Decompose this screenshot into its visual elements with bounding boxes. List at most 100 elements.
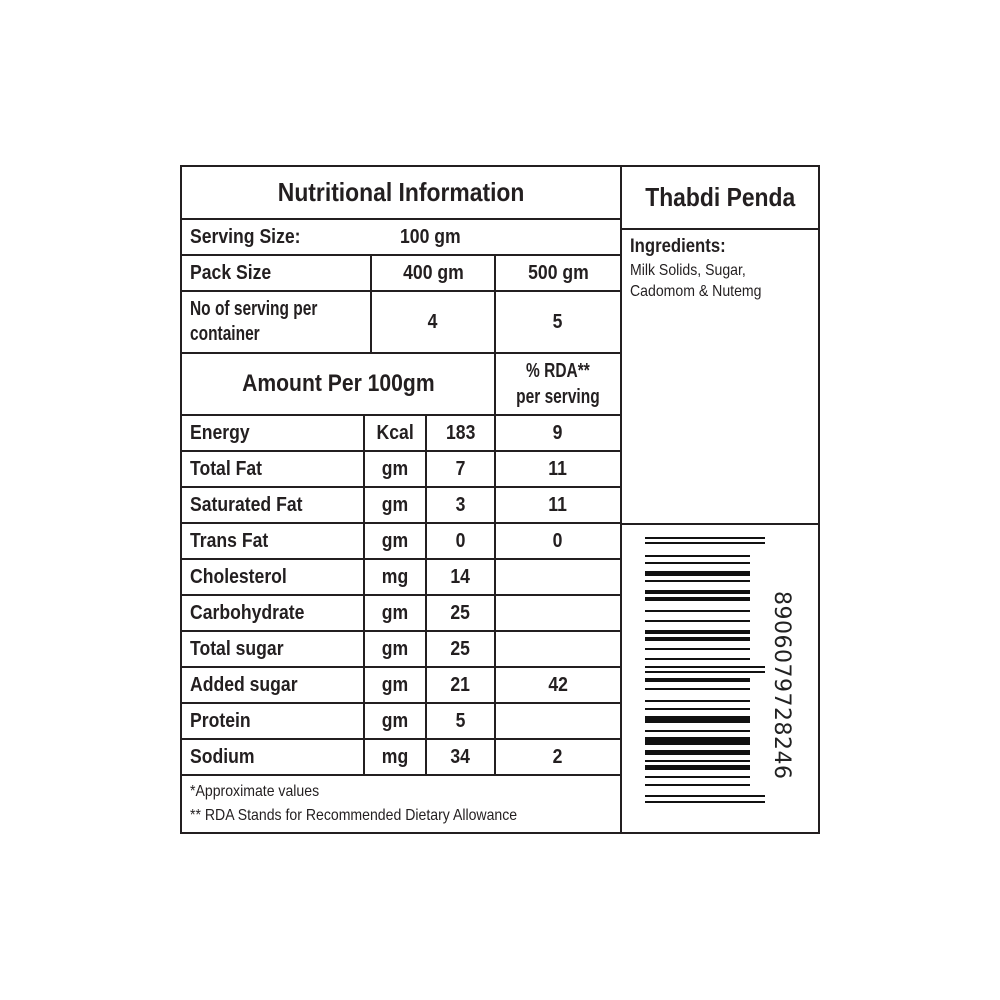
servings-line2: container (190, 323, 260, 345)
nutrient-unit-cell: gm (363, 486, 427, 524)
servings-value: 4 (428, 310, 438, 333)
pack-size-400: 400 gm (370, 254, 496, 292)
barcode-bar (645, 537, 765, 539)
nutrient-value-cell: 183 (425, 414, 496, 452)
barcode-bar (645, 700, 750, 702)
nutrient-rda-cell (494, 594, 622, 632)
nutrient-value-cell: 25 (425, 594, 496, 632)
barcode-bar (645, 716, 750, 723)
nutrient-rda-cell: 11 (494, 450, 622, 488)
footnote-approx: *Approximate values (190, 783, 320, 800)
ingredients-box: Ingredients: Milk Solids, Sugar, Cadomom… (620, 228, 820, 525)
nutrient-name: Added sugar (190, 673, 298, 696)
nutrient-unit: gm (381, 709, 409, 732)
rda-line2: per serving (516, 386, 600, 408)
barcode-bar (645, 688, 750, 690)
nutrient-value: 3 (455, 493, 466, 516)
nutrient-name: Trans Fat (190, 529, 269, 552)
nutrient-name-cell: Protein (180, 702, 365, 740)
pack-size-text: Pack Size (190, 261, 272, 284)
nutrient-name: Carbohydrate (190, 601, 305, 624)
nutrient-rda: 0 (553, 529, 563, 552)
barcode-bar (645, 784, 750, 786)
nutrient-unit-cell: gm (363, 666, 427, 704)
rda-header: % RDA** per serving (494, 352, 622, 416)
barcode-bar (645, 580, 750, 582)
nutrient-rda-cell (494, 702, 622, 740)
barcode-bar (645, 555, 750, 557)
nutrient-name: Total Fat (190, 457, 263, 480)
nutrient-name-cell: Total sugar (180, 630, 365, 668)
barcode-box (620, 523, 820, 834)
rda-header-text: % RDA** per serving (511, 358, 606, 410)
footnotes: *Approximate values ** RDA Stands for Re… (180, 774, 622, 834)
barcode-bar (645, 571, 750, 576)
serving-size-label: Serving Size: (190, 225, 301, 248)
nutrient-value-cell: 0 (425, 522, 496, 560)
nutrient-value: 21 (450, 673, 471, 696)
servings-text: No of serving per container (190, 297, 335, 347)
ingredients-line1: Milk Solids, Sugar, (630, 262, 746, 279)
nutrient-unit-cell: gm (363, 450, 427, 488)
nutrient-unit-cell: Kcal (363, 414, 427, 452)
servings-line1: No of serving per (190, 298, 318, 320)
nutrient-rda-cell (494, 630, 622, 668)
nutrient-unit: gm (381, 601, 409, 624)
nutrient-rda-cell: 2 (494, 738, 622, 776)
barcode-digits: 8906079728246 (769, 590, 794, 780)
barcode-bar (645, 708, 750, 710)
nutrient-unit-cell: mg (363, 558, 427, 596)
nutrient-value-cell: 25 (425, 630, 496, 668)
nutrient-rda-cell: 0 (494, 522, 622, 560)
barcode-bar (645, 737, 750, 745)
barcode-bar (645, 666, 765, 668)
nutrient-unit-cell: gm (363, 630, 427, 668)
barcode-bar (645, 620, 750, 622)
barcode-bar (645, 637, 750, 641)
nutrient-name: Saturated Fat (190, 493, 303, 516)
nutrient-name: Cholesterol (190, 565, 287, 588)
ingredients-line2: Cadomom & Nutemg (630, 283, 762, 300)
nutrient-value-cell: 5 (425, 702, 496, 740)
nutrient-rda-cell: 42 (494, 666, 622, 704)
nutrient-name: Total sugar (190, 637, 284, 660)
nutrient-unit-cell: gm (363, 702, 427, 740)
nutrient-rda: 11 (548, 457, 568, 480)
pack-size-value: 500 gm (527, 261, 589, 284)
nutrient-name: Sodium (190, 745, 255, 768)
nutrient-value: 14 (450, 565, 471, 588)
servings-400: 4 (370, 290, 496, 354)
nutrient-value: 34 (450, 745, 471, 768)
barcode-bar (645, 760, 750, 762)
nutrient-name-cell: Trans Fat (180, 522, 365, 560)
nutrient-rda-cell: 9 (494, 414, 622, 452)
nutrient-name-cell: Cholesterol (180, 558, 365, 596)
barcode-bar (645, 730, 750, 732)
nutrient-name-cell: Added sugar (180, 666, 365, 704)
nutrient-value-cell: 3 (425, 486, 496, 524)
nutrient-name: Energy (190, 421, 250, 444)
servings-500: 5 (494, 290, 622, 354)
barcode-bar (645, 630, 750, 634)
nutrient-name-cell: Total Fat (180, 450, 365, 488)
barcode-bar (645, 610, 750, 612)
label-title: Nutritional Information (180, 165, 622, 220)
nutrient-name-cell: Sodium (180, 738, 365, 776)
barcode-bar (645, 795, 765, 797)
servings-value: 5 (553, 310, 563, 333)
title-text: Nutritional Information (277, 177, 525, 207)
serving-size-value: 100 gm (400, 225, 461, 248)
nutrient-value: 25 (450, 601, 471, 624)
nutrient-value-cell: 34 (425, 738, 496, 776)
barcode-bar (645, 648, 750, 650)
nutrient-unit-cell: gm (363, 594, 427, 632)
nutrient-rda-cell: 11 (494, 486, 622, 524)
barcode-bar (645, 671, 765, 673)
nutrient-unit: mg (381, 745, 409, 768)
product-name-text: Thabdi Penda (644, 182, 796, 212)
barcode-bar (645, 542, 765, 544)
nutrient-value-cell: 21 (425, 666, 496, 704)
nutrient-value: 183 (445, 421, 476, 444)
barcode-bar (645, 678, 750, 682)
nutrient-unit: gm (381, 493, 409, 516)
